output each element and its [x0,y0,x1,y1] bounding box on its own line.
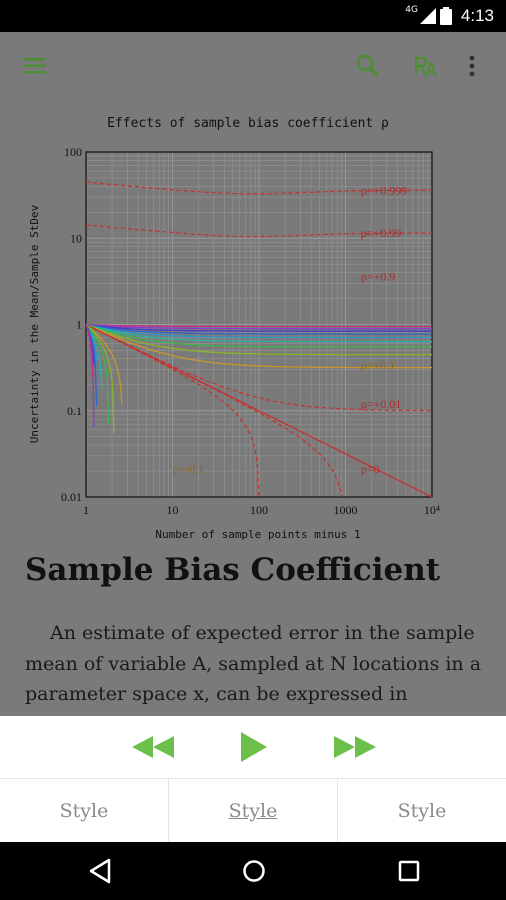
x-tick-label: 1000 [334,503,358,517]
x-tick-label: 10 [167,503,179,517]
y-tick-label: 0.1 [67,404,82,418]
y-tick-label: 100 [64,145,82,159]
series-line [86,323,432,335]
x-tick-label: 10⁴ [424,503,440,517]
series-label: ρ=+0.999 [361,183,408,197]
overflow-menu-icon[interactable] [456,50,488,82]
y-axis-label: Uncertainty in the Mean/Sample StDev [28,204,41,443]
series-line [86,224,432,238]
series-label: ρ=0 [361,462,380,476]
status-bar: 4G 4:13 [0,0,506,32]
app-toolbar [0,32,506,100]
series-line [86,323,432,348]
x-tick-label: 1 [83,503,89,517]
network-type: 4G [405,5,418,15]
series-line [86,324,123,404]
x-axis-label: Number of sample points minus 1 [155,528,360,541]
recents-icon[interactable] [396,856,422,886]
style-tabs: Style Style Style [0,778,506,843]
rewind-icon[interactable] [130,731,176,763]
series-label: ρ=+0.01 [361,397,402,411]
signal-icon [420,8,436,24]
series-label: ρ=-0.1 [173,462,205,476]
series-line [86,323,432,328]
article-heading: Sample Bias Coefficient [25,552,441,588]
fast-forward-icon[interactable] [332,731,378,763]
series-line [86,323,432,343]
article-content: Effects of sample bias coefficient ρ ρ=+… [0,100,506,716]
series-label: ρ=+0.9 [361,270,396,284]
series-line [86,324,94,378]
back-icon[interactable] [87,856,113,886]
font-size-icon[interactable] [410,50,442,82]
article-paragraph: An estimate of expected error in the sam… [25,622,482,705]
x-tick-label: 100 [250,503,268,517]
home-icon[interactable] [241,856,267,886]
y-tick-label: 0.01 [61,490,82,504]
style-tab-2[interactable]: Style [169,779,338,843]
style-tab-1[interactable]: Style [0,779,169,843]
chart: Effects of sample bias coefficient ρ ρ=+… [28,116,440,541]
style-tab-3[interactable]: Style [397,800,447,822]
system-nav-bar [0,842,506,900]
search-icon[interactable] [352,50,384,82]
series-line [86,323,432,369]
play-icon[interactable] [238,731,270,763]
menu-icon[interactable] [20,50,52,82]
series-line [86,181,432,195]
audio-player [0,716,506,778]
series-line [86,323,432,332]
y-tick-label: 10 [70,231,82,245]
y-tick-label: 1 [76,318,82,332]
series-label: ρ=+0.1 [361,358,396,372]
series-line [86,324,110,425]
series-line [86,323,343,497]
chart-title: Effects of sample bias coefficient ρ [107,116,389,131]
series-line [86,323,432,356]
series-label: ρ=+0.99 [361,226,402,240]
clock: 4:13 [460,6,494,25]
battery-icon [440,7,452,25]
series-line [86,323,432,339]
series-line [86,323,432,330]
